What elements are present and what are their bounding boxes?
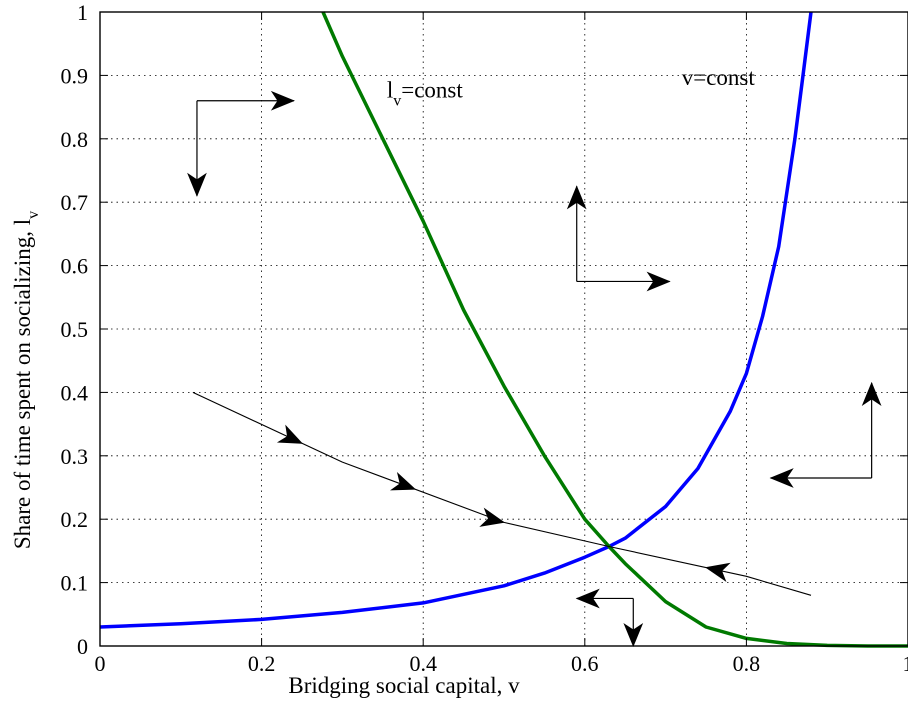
x-tick-label-0: 0 xyxy=(95,651,106,676)
y-tick-label-9: 0.9 xyxy=(61,63,89,88)
y-axis-label-main: Share of time spent on socializing, l xyxy=(10,219,35,549)
curves xyxy=(99,11,908,648)
series-line-lv-const xyxy=(321,11,908,648)
x-axis-label: Bridging social capital, v xyxy=(288,673,520,698)
phase-arrow-vertical-head xyxy=(566,185,587,210)
x-tick-labels: 0 0.2 0.4 0.6 0.8 1 xyxy=(95,651,908,676)
y-axis-label-subscript: v xyxy=(25,211,42,219)
saddle-arrowhead-3 xyxy=(704,562,731,583)
phase-arrow-upper-left xyxy=(187,90,295,197)
phase-arrow-right xyxy=(769,381,882,488)
phase-arrow-lower xyxy=(575,588,644,648)
x-tick-label-5: 1 xyxy=(903,651,908,676)
phase-arrow-horizontal-head xyxy=(646,271,671,292)
phase-direction-arrows xyxy=(187,90,882,648)
saddle-path-arrows xyxy=(276,424,731,583)
y-tick-label-7: 0.7 xyxy=(61,190,89,215)
series-line-saddle-path xyxy=(192,391,812,596)
x-tick-label-1: 0.2 xyxy=(248,651,276,676)
y-tick-label-3: 0.3 xyxy=(61,444,89,469)
y-tick-label-1: 0.1 xyxy=(61,571,89,596)
x-tick-label-3: 0.6 xyxy=(571,651,599,676)
phase-arrow-vertical-head xyxy=(861,381,882,406)
phase-arrow-horizontal-head xyxy=(270,90,295,111)
y-axis-label: Share of time spent on socializing, lv xyxy=(10,211,42,549)
x-tick-label-4: 0.8 xyxy=(733,651,761,676)
axis-ticks xyxy=(99,11,908,647)
lv-const-label-rest: =const xyxy=(401,78,463,103)
y-tick-label-5: 0.5 xyxy=(61,317,89,342)
y-tick-labels: 0 0.1 0.2 0.3 0.4 0.5 0.6 0.7 0.8 0.9 1 xyxy=(61,0,89,659)
y-tick-label-0: 0 xyxy=(77,634,88,659)
y-tick-label-6: 0.6 xyxy=(61,254,89,279)
lv-const-label: lv=const xyxy=(387,78,464,110)
y-tick-label-10: 1 xyxy=(77,0,88,25)
phase-arrow-horizontal-head xyxy=(769,468,794,488)
x-tick-label-2: 0.4 xyxy=(409,651,437,676)
y-tick-label-2: 0.2 xyxy=(61,507,89,532)
phase-arrow-vertical-head xyxy=(187,172,207,197)
saddle-arrowhead-0 xyxy=(276,424,303,444)
phase-arrow-horizontal-head xyxy=(575,588,600,609)
lv-const-label-main: l xyxy=(387,78,393,103)
saddle-arrowhead-2 xyxy=(479,507,506,527)
grid-lines xyxy=(100,12,908,646)
v-const-label: v=const xyxy=(682,65,756,90)
phase-arrow-upper-middle xyxy=(566,185,671,292)
saddle-arrowhead-1 xyxy=(390,471,417,491)
phase-arrow-vertical-head xyxy=(623,622,644,648)
lv-const-label-subscript: v xyxy=(393,93,401,110)
y-tick-label-8: 0.8 xyxy=(61,127,89,152)
series-line-v-const xyxy=(99,11,813,629)
y-tick-label-4: 0.4 xyxy=(61,380,89,405)
